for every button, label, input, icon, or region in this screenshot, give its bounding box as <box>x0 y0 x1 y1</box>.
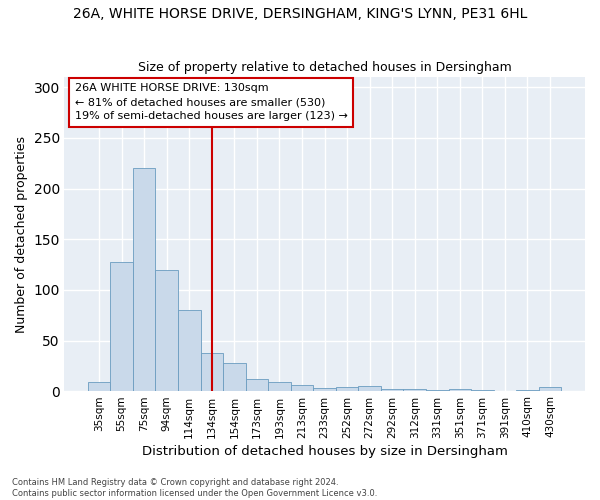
Bar <box>539 387 562 392</box>
Text: 26A, WHITE HORSE DRIVE, DERSINGHAM, KING'S LYNN, PE31 6HL: 26A, WHITE HORSE DRIVE, DERSINGHAM, KING… <box>73 8 527 22</box>
Bar <box>358 386 381 392</box>
Bar <box>471 390 494 392</box>
Bar <box>110 262 133 392</box>
Y-axis label: Number of detached properties: Number of detached properties <box>15 136 28 332</box>
Bar <box>336 387 358 392</box>
Bar <box>291 385 313 392</box>
Bar <box>426 390 449 392</box>
Text: Contains HM Land Registry data © Crown copyright and database right 2024.
Contai: Contains HM Land Registry data © Crown c… <box>12 478 377 498</box>
Bar <box>313 388 336 392</box>
Bar <box>200 352 223 392</box>
Bar <box>516 390 539 392</box>
Title: Size of property relative to detached houses in Dersingham: Size of property relative to detached ho… <box>137 62 511 74</box>
Bar <box>449 389 471 392</box>
Bar <box>223 363 245 392</box>
Bar <box>155 270 178 392</box>
Bar <box>88 382 110 392</box>
X-axis label: Distribution of detached houses by size in Dersingham: Distribution of detached houses by size … <box>142 444 508 458</box>
Bar <box>178 310 200 392</box>
Bar <box>381 389 403 392</box>
Bar <box>133 168 155 392</box>
Text: 26A WHITE HORSE DRIVE: 130sqm
← 81% of detached houses are smaller (530)
19% of : 26A WHITE HORSE DRIVE: 130sqm ← 81% of d… <box>74 84 347 122</box>
Bar <box>268 382 291 392</box>
Bar <box>403 389 426 392</box>
Bar <box>245 379 268 392</box>
